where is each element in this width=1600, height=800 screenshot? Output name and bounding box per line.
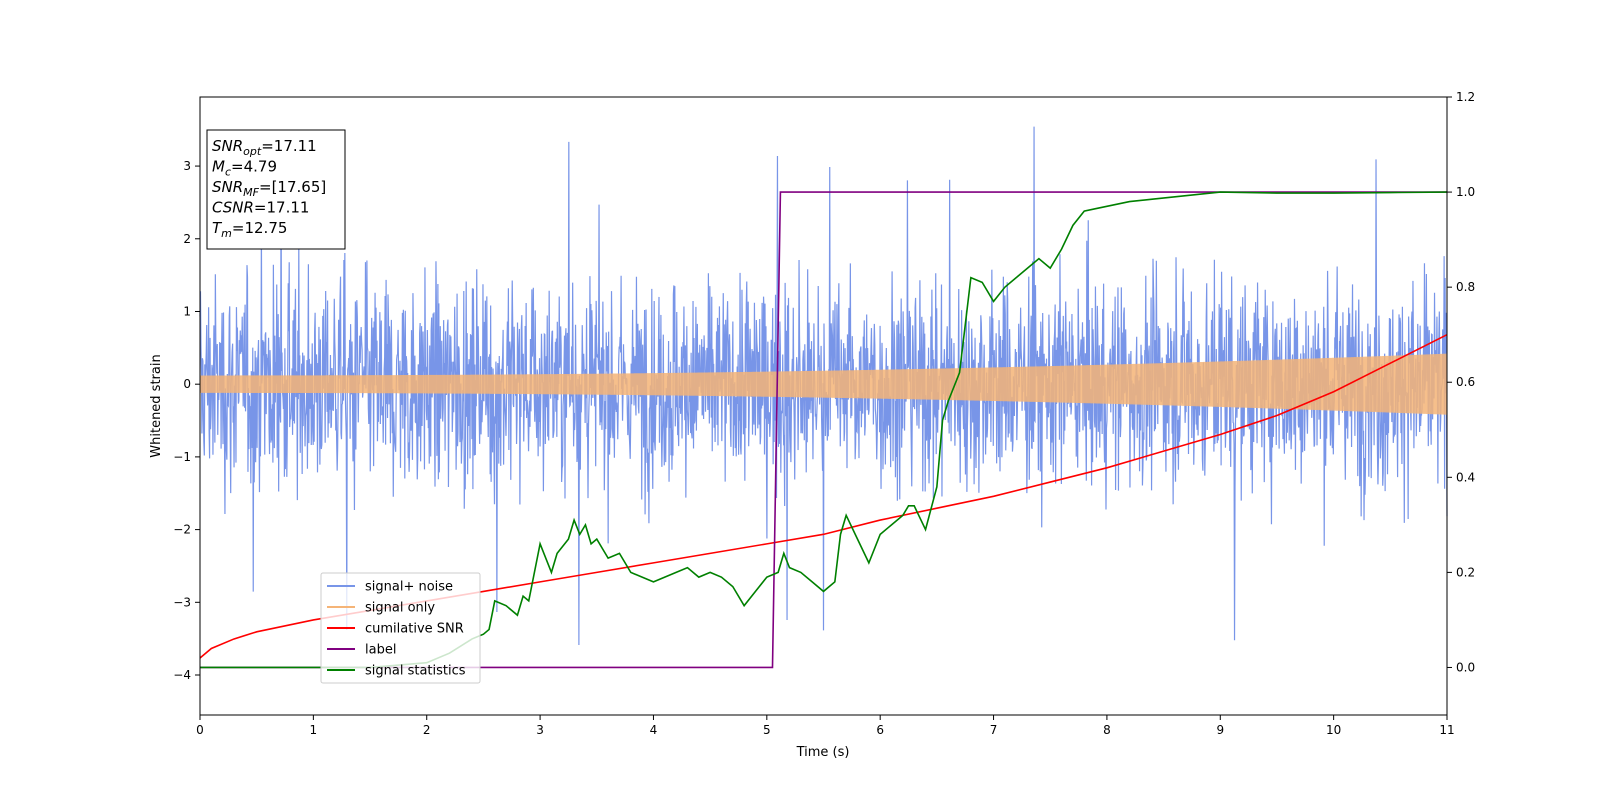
x-tick-label: 10 [1326, 723, 1341, 737]
series-cumulative-snr [199, 333, 1448, 659]
y-axis-right-ticks: 0.0 0.2 0.4 0.6 0.8 1.0 1.2 [1447, 90, 1475, 674]
x-tick-label: 2 [423, 723, 431, 737]
series-layer [199, 126, 1448, 669]
legend-label: signal statistics [365, 664, 466, 679]
y-left-tick-label: 2 [183, 232, 191, 246]
x-tick-label: 8 [1103, 723, 1111, 737]
y-left-tick-label: 0 [183, 377, 191, 391]
x-axis-ticks: 0 1 2 3 4 5 6 7 8 9 10 11 [196, 715, 1455, 737]
series-signal-statistics [200, 191, 1448, 669]
x-axis-label: Time (s) [796, 745, 850, 760]
annotation-line: Mc=4.79 [212, 158, 277, 179]
x-tick-label: 5 [763, 723, 771, 737]
x-tick-label: 0 [196, 723, 204, 737]
y-right-tick-label: 0.6 [1456, 375, 1475, 389]
legend-label: cumilative SNR [365, 622, 464, 637]
series-label [200, 191, 1447, 669]
y-left-tick-label: −3 [173, 595, 191, 609]
legend-label: label [365, 643, 396, 658]
x-tick-label: 7 [990, 723, 998, 737]
y-left-tick-label: 1 [183, 304, 191, 318]
annotation-line: SNRopt=17.11 [212, 137, 317, 158]
y-right-tick-label: 1.0 [1456, 185, 1475, 199]
x-tick-label: 11 [1439, 723, 1454, 737]
annotation-line: Tm=12.75 [212, 219, 287, 240]
annotation-line: CSNR=17.11 [212, 199, 309, 217]
annotation-line: SNRMF=[17.65] [212, 178, 326, 199]
x-tick-label: 9 [1216, 723, 1224, 737]
x-tick-label: 6 [876, 723, 884, 737]
x-tick-label: 3 [536, 723, 544, 737]
series-signal-only [199, 353, 1448, 415]
plot-frame [199, 96, 1448, 716]
y-axis-left-ticks: −4 −3 −2 −1 0 1 2 3 [173, 159, 200, 682]
plot-area [199, 96, 1448, 716]
y-left-tick-label: −2 [173, 523, 191, 537]
y-left-tick-label: −4 [173, 668, 191, 682]
y-right-tick-label: 0.0 [1456, 660, 1475, 674]
x-tick-label: 4 [650, 723, 658, 737]
annotation-frame [206, 129, 346, 250]
y-left-tick-label: 3 [183, 159, 191, 173]
y-right-tick-label: 1.2 [1456, 90, 1475, 104]
y-right-tick-label: 0.4 [1456, 470, 1475, 484]
y-left-tick-label: −1 [173, 450, 191, 464]
y-axis-label: Whitened strain [149, 354, 164, 457]
legend-label: signal only [365, 601, 435, 616]
legend-label: signal+ noise [365, 580, 453, 595]
y-right-tick-label: 0.2 [1456, 565, 1475, 579]
legend: signal+ noise signal only cumilative SNR la… [320, 572, 481, 684]
stats-annotation-box: SNRopt=17.11Mc=4.79SNRMF=[17.65]CSNR=17.… [206, 129, 346, 250]
x-tick-label: 1 [310, 723, 318, 737]
y-right-tick-label: 0.8 [1456, 280, 1475, 294]
legend-frame [320, 572, 481, 684]
